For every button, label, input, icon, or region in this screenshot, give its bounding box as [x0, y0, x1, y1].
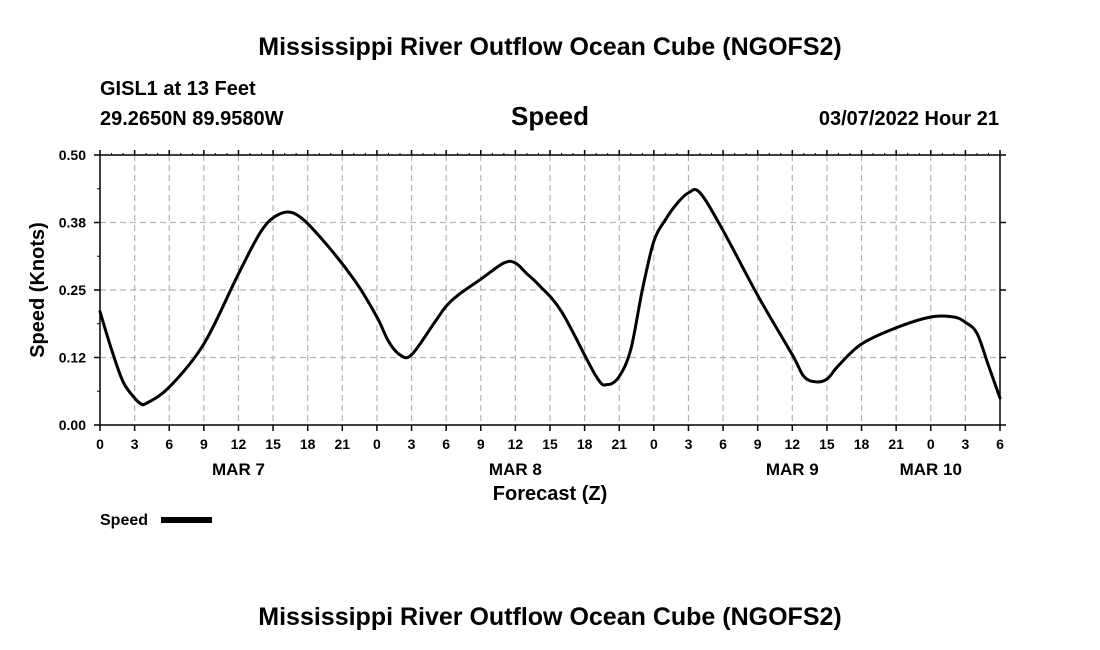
y-tick-label: 0.12: [59, 350, 86, 366]
x-tick-label: 6: [442, 436, 450, 452]
x-tick-label: 15: [265, 436, 281, 452]
y-tick-label: 0.25: [59, 282, 86, 298]
y-tick-label: 0.00: [59, 417, 86, 433]
x-tick-label: 0: [650, 436, 658, 452]
x-tick-label: 3: [961, 436, 969, 452]
x-tick-label: 6: [996, 436, 1004, 452]
y-tick-label: 0.38: [59, 215, 86, 231]
page-title: Mississippi River Outflow Ocean Cube (NG…: [258, 33, 841, 61]
x-tick-label: 6: [165, 436, 173, 452]
day-labels: MAR 7 MAR 8 MAR 9 MAR 10: [212, 460, 962, 479]
x-tick-label: 0: [96, 436, 104, 452]
x-tick-label: 0: [927, 436, 935, 452]
day-label: MAR 9: [766, 460, 819, 479]
datetime-label: 03/07/2022 Hour 21: [819, 108, 999, 130]
grid: [100, 155, 1000, 425]
x-tick-label: 21: [888, 436, 904, 452]
x-tick-label: 3: [408, 436, 416, 452]
x-tick-label: 12: [508, 436, 524, 452]
chart-title: Speed: [511, 101, 589, 131]
x-tick-label: 9: [200, 436, 208, 452]
x-tick-label: 18: [854, 436, 870, 452]
day-label: MAR 10: [900, 460, 962, 479]
coords-label: 29.2650N 89.9580W: [100, 108, 284, 130]
x-tick-label: 0: [373, 436, 381, 452]
x-tick-label: 12: [785, 436, 801, 452]
x-tick-label: 18: [577, 436, 593, 452]
y-tick-label: 0.50: [59, 147, 86, 163]
x-tick-label: 12: [231, 436, 247, 452]
x-axis-label: Forecast (Z): [493, 483, 607, 505]
x-tick-label: 9: [477, 436, 485, 452]
legend-swatch: [161, 517, 212, 523]
x-tick-label: 15: [819, 436, 835, 452]
station-label: GISL1 at 13 Feet: [100, 78, 256, 100]
series-line-speed: [98, 188, 1002, 407]
x-tick-label: 21: [335, 436, 351, 452]
legend-label: Speed: [100, 512, 148, 529]
day-label: MAR 8: [489, 460, 542, 479]
x-tick-label: 3: [131, 436, 139, 452]
day-label: MAR 7: [212, 460, 265, 479]
y-axis: 0.00 0.12 0.25 0.38 0.50: [59, 147, 1006, 433]
y-axis-label: Speed (Knots): [27, 222, 49, 358]
x-axis: 0 3 6 9 12 15 18 21 0 3 6 9 12 15 18 21 0 3 6 9 12 15 18 21 0 3 6: [96, 150, 1004, 452]
footer-title: Mississippi River Outflow Ocean Cube (NG…: [258, 603, 841, 631]
x-tick-label: 9: [754, 436, 762, 452]
x-tick-label: 18: [300, 436, 316, 452]
x-tick-label: 6: [719, 436, 727, 452]
x-tick-label: 15: [542, 436, 558, 452]
x-tick-label: 3: [685, 436, 693, 452]
x-tick-label: 21: [611, 436, 627, 452]
